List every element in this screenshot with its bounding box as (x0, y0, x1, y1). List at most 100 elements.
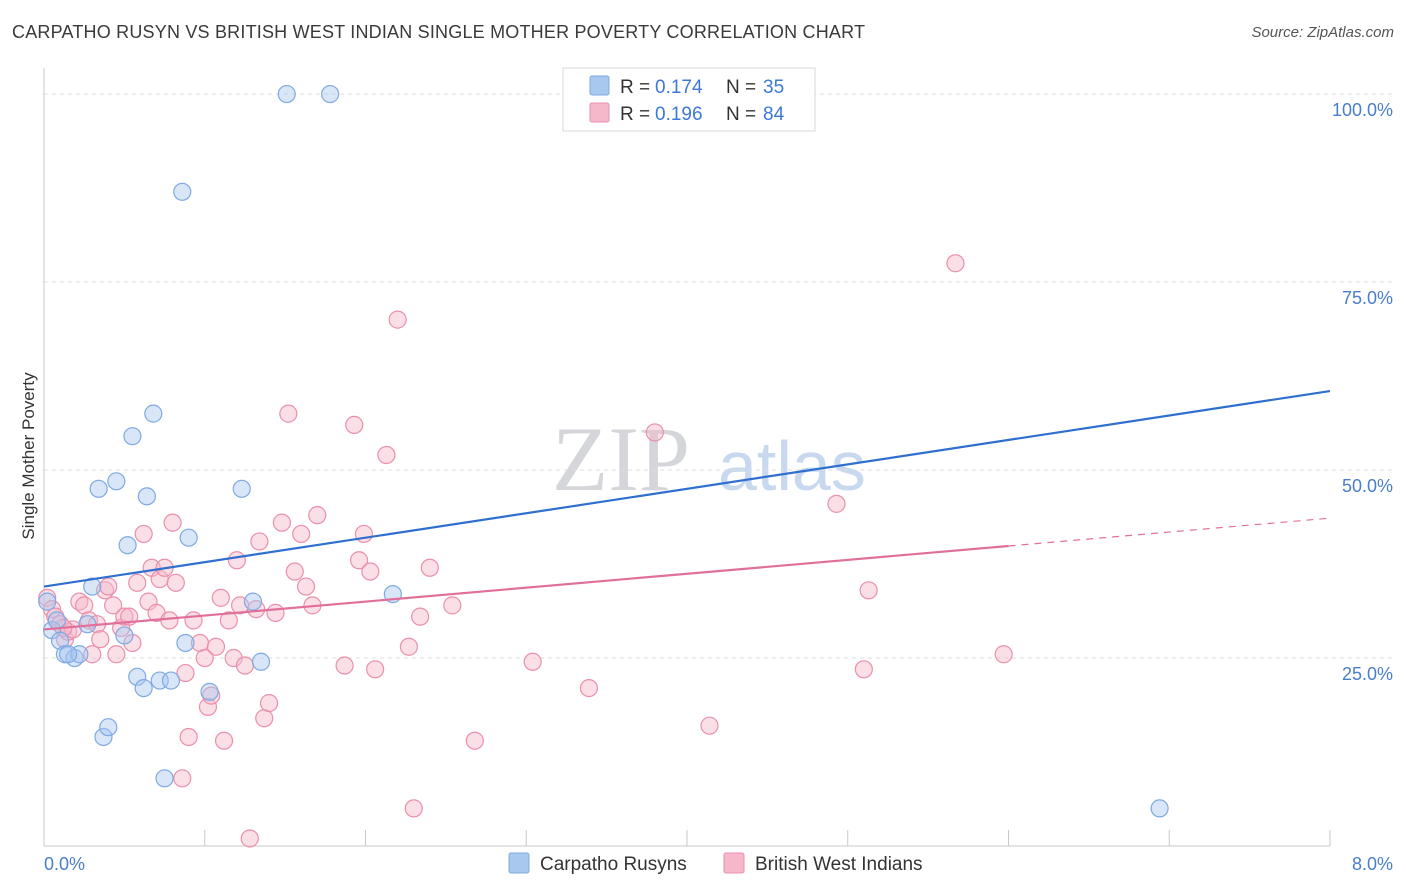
british-west-indians-point-54 (279, 404, 298, 423)
carpatho-rusyns-point-33 (1150, 799, 1169, 818)
british-west-indians-trend-line-extension (1008, 517, 1331, 547)
british-west-indians-point-81 (946, 254, 965, 273)
stats-r-value-blue: 0.174 (655, 77, 703, 98)
stats-legend-swatch-blue (589, 75, 610, 96)
y-axis-title: Single Mother Poverty (19, 372, 38, 540)
british-west-indians-point-15 (104, 596, 123, 615)
series-carpatho-rusyns (38, 84, 1169, 818)
carpatho-rusyns-point-22 (161, 671, 181, 690)
carpatho-rusyns-point-29 (251, 652, 271, 671)
carpatho-rusyns-point-14 (118, 536, 137, 555)
british-west-indians-point-66 (377, 445, 396, 465)
british-west-indians-point-8 (75, 596, 94, 615)
legend-label-british-west-indians: British West Indians (755, 854, 923, 875)
british-west-indians-point-53 (272, 513, 292, 532)
british-west-indians-point-47 (240, 829, 259, 848)
series-british-west-indians (38, 254, 1013, 848)
carpatho-rusyns-point-28 (243, 592, 263, 611)
british-west-indians-point-70 (411, 607, 430, 626)
british-west-indians-point-12 (91, 630, 110, 649)
stats-legend-swatch-pink (589, 102, 610, 123)
carpatho-rusyns-point-12 (107, 472, 126, 491)
stats-n-label-pink: N = (726, 104, 756, 125)
carpatho-rusyns-point-0 (38, 592, 57, 611)
stats-r-label-pink: R = (620, 104, 650, 125)
british-west-indians-point-21 (128, 573, 147, 592)
carpatho-rusyns-point-25 (179, 528, 198, 547)
british-west-indians-point-50 (255, 709, 274, 728)
y-axis-tick-labels: 25.0% 50.0% 75.0% 100.0% (1332, 100, 1393, 684)
british-west-indians-point-44 (227, 551, 246, 570)
y-tick-label-50: 50.0% (1342, 476, 1393, 496)
british-west-indians-point-56 (292, 524, 311, 544)
stats-legend: R = 0.174 N = 35 R = 0.196 N = 84 (562, 67, 816, 132)
y-tick-label-100: 100.0% (1332, 100, 1393, 120)
british-west-indians-point-36 (195, 648, 214, 668)
stats-r-label-blue: R = (620, 77, 650, 98)
y-tick-label-75: 75.0% (1342, 288, 1393, 308)
carpatho-rusyns-point-9 (89, 479, 108, 498)
x-tick-label-min: 0.0% (44, 854, 85, 874)
british-west-indians-point-65 (366, 660, 385, 679)
british-west-indians-point-18 (115, 607, 134, 626)
british-west-indians-point-16 (107, 645, 126, 664)
british-west-indians-point-49 (250, 532, 269, 551)
legend-label-carpatho-rusyns: Carpatho Rusyns (540, 854, 687, 875)
british-west-indians-point-14 (99, 577, 118, 596)
british-west-indians-point-67 (388, 310, 407, 329)
carpatho-rusyns-point-19 (144, 404, 163, 423)
y-tick-label-25: 25.0% (1342, 664, 1393, 684)
british-west-indians-point-55 (285, 562, 304, 581)
british-west-indians-point-34 (184, 611, 203, 630)
carpatho-rusyns-point-23 (173, 182, 192, 201)
british-west-indians-point-46 (235, 656, 255, 675)
british-west-indians-point-79 (854, 660, 873, 679)
british-west-indians-point-59 (308, 506, 327, 525)
british-west-indians-point-71 (420, 558, 439, 577)
british-west-indians-point-77 (700, 716, 719, 735)
british-west-indians-point-57 (296, 577, 316, 596)
stats-n-value-pink: 84 (763, 104, 785, 125)
carpatho-rusyns-point-18 (137, 487, 156, 506)
british-west-indians-point-52 (266, 603, 285, 622)
british-west-indians-point-60 (335, 656, 354, 675)
carpatho-rusyns-trend-line (43, 389, 1331, 588)
carpatho-rusyns-point-3 (50, 631, 70, 650)
british-west-indians-point-80 (859, 581, 878, 600)
british-west-indians-point-40 (211, 588, 230, 607)
carpatho-rusyns-point-24 (176, 633, 195, 653)
watermark-zip: ZIP (552, 408, 690, 510)
british-west-indians-point-32 (176, 663, 195, 683)
british-west-indians-point-73 (465, 731, 484, 750)
british-west-indians-point-28 (160, 611, 179, 630)
british-west-indians-point-72 (443, 596, 462, 615)
british-west-indians-point-42 (219, 611, 238, 630)
stats-n-label-blue: N = (726, 77, 756, 98)
british-west-indians-point-30 (166, 573, 185, 592)
british-west-indians-point-78 (827, 494, 846, 513)
watermark: ZIP atlas (552, 408, 866, 510)
british-west-indians-point-31 (173, 769, 192, 788)
source-label: Source: ZipAtlas.com (1251, 24, 1394, 41)
carpatho-rusyns-point-13 (115, 626, 134, 645)
british-west-indians-point-29 (163, 513, 182, 532)
carpatho-rusyns-point-15 (123, 427, 142, 446)
chart-title: CARPATHO RUSYN VS BRITISH WEST INDIAN SI… (12, 22, 866, 42)
bottom-legend: Carpatho Rusyns British West Indians (508, 852, 923, 875)
carpatho-rusyns-point-17 (134, 678, 153, 698)
carpatho-rusyns-point-21 (155, 769, 174, 788)
british-west-indians-point-22 (134, 524, 153, 544)
stats-r-value-pink: 0.196 (655, 104, 703, 125)
legend-swatch-carpatho-rusyns (508, 852, 530, 874)
trend-lines (43, 389, 1331, 631)
x-axis-ticks (43, 830, 1331, 846)
carpatho-rusyns-point-16 (128, 667, 147, 686)
british-west-indians-point-37 (198, 697, 218, 716)
british-west-indians-point-74 (523, 652, 542, 671)
british-west-indians-point-39 (206, 637, 226, 656)
carpatho-rusyns-point-26 (200, 682, 219, 701)
british-west-indians-point-82 (994, 645, 1013, 664)
carpatho-rusyns-point-31 (321, 84, 340, 104)
british-west-indians-point-10 (83, 645, 102, 664)
british-west-indians-point-68 (399, 637, 419, 656)
